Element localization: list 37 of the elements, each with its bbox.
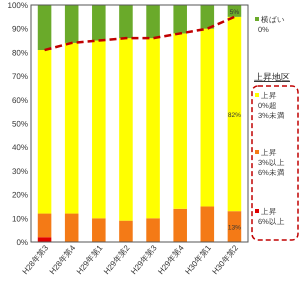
bar (64, 42, 78, 214)
y-tick-label: 10% (12, 214, 28, 224)
y-tick-label: 20% (12, 190, 28, 200)
bar (200, 28, 214, 206)
bar (228, 211, 242, 242)
bar (38, 5, 52, 50)
bar (146, 5, 160, 38)
x-tick-label: H29年第3 (129, 243, 159, 276)
bar (173, 5, 187, 34)
y-tick-label: 0% (16, 238, 28, 247)
y-tick-label: 90% (12, 24, 28, 34)
y-tick-label: 50% (12, 120, 28, 128)
line-series (43, 16, 236, 52)
y-tick-label: 40% (12, 143, 28, 152)
bar (38, 50, 52, 214)
bar (200, 206, 214, 242)
y-tick-label: 70% (12, 72, 28, 82)
bar (119, 5, 133, 38)
bar (119, 38, 133, 221)
y-tick-label: 100% (8, 1, 28, 10)
y-tick-label: 30% (12, 166, 28, 176)
bar (173, 33, 187, 209)
bar (64, 214, 78, 242)
bar (64, 5, 78, 43)
bar (92, 40, 106, 218)
legend-title: 上昇地区 (254, 72, 290, 82)
bar (119, 220, 133, 242)
bar (92, 218, 106, 242)
bar (146, 218, 160, 242)
y-tick-label: 60% (12, 96, 28, 105)
bar (228, 16, 242, 212)
bar (200, 5, 214, 29)
bar (146, 38, 160, 218)
bar (173, 208, 187, 242)
bar (92, 5, 106, 41)
y-tick-label: 80% (12, 48, 28, 58)
bar (38, 214, 52, 238)
